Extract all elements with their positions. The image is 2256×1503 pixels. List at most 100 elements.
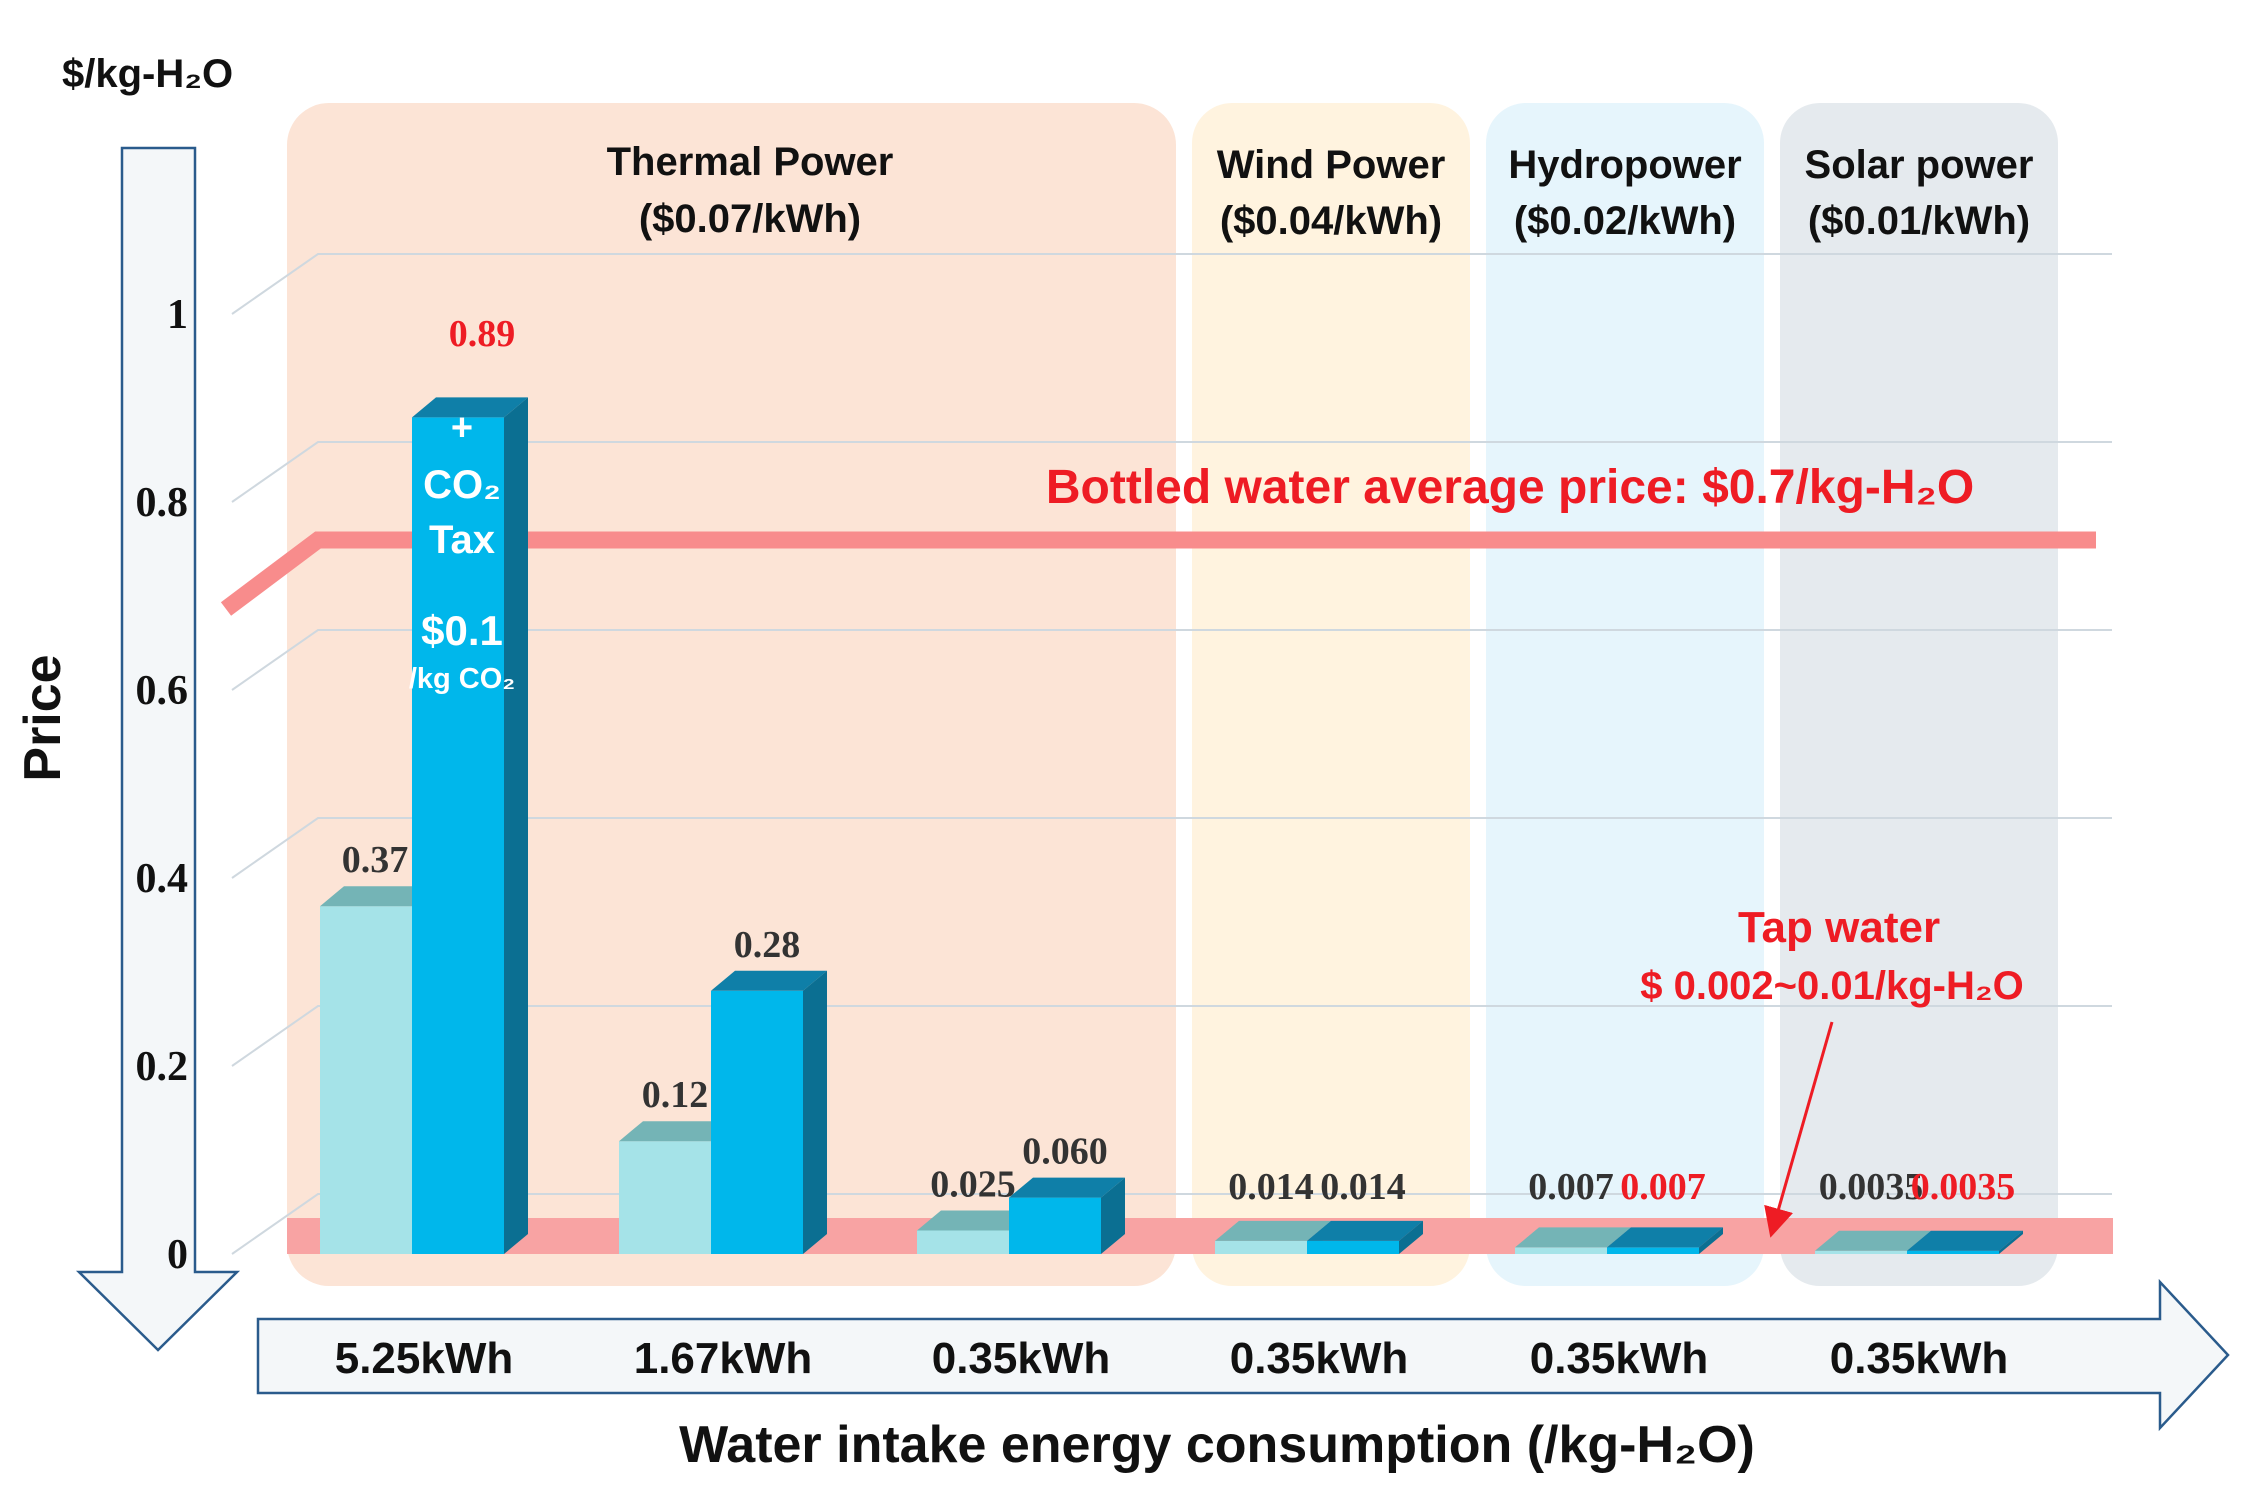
category-label: 5.25kWh <box>335 1334 514 1383</box>
bar-co2tax-2-top <box>1009 1177 1125 1198</box>
co2-tax-co2: CO₂ <box>423 463 501 507</box>
gridline <box>231 1193 2112 1255</box>
data-label-co2tax: 0.060 <box>1022 1131 1108 1173</box>
bar-co2tax-2-front <box>1009 1197 1101 1254</box>
bar-energy-2-top <box>917 1210 1033 1231</box>
bar-co2tax-0-front <box>412 417 504 1254</box>
bottled-water-label: Bottled water average price: $0.7/kg-H₂O <box>1046 461 1974 514</box>
bar-co2tax-3-top <box>1307 1220 1423 1241</box>
bar-co2tax-0-top <box>412 397 528 418</box>
bar-energy-5-front <box>1815 1250 1907 1254</box>
y-tick-label: 1 <box>167 292 188 338</box>
bottled-water-band <box>220 531 2096 616</box>
gridline <box>231 1005 2112 1067</box>
grid-lines <box>231 253 2112 1255</box>
bar-co2tax-3-side <box>1399 1220 1423 1254</box>
data-label-energy: 0.0035 <box>1819 1166 1924 1208</box>
data-label-energy: 0.12 <box>642 1074 709 1116</box>
group-titles: Thermal Power ($0.07/kWh) Wind Power ($0… <box>607 140 2034 243</box>
y-tick-label: 0.2 <box>136 1044 189 1090</box>
wind-price: ($0.04/kWh) <box>1220 199 1442 243</box>
solar-title: Solar power <box>1805 143 2034 187</box>
bar-co2tax-1-top <box>711 970 827 991</box>
wind-panel <box>1192 103 1470 1286</box>
bar-co2tax-2 <box>1009 1177 1125 1254</box>
bar-co2tax-5-top <box>1907 1230 2023 1251</box>
category-label: 0.35kWh <box>1230 1334 1409 1383</box>
y-tick-labels: 0 0.2 0.4 0.6 0.8 1 <box>136 292 189 1278</box>
hydro-price: ($0.02/kWh) <box>1514 199 1736 243</box>
group-panels <box>287 103 2058 1286</box>
y-tick-label: 0.6 <box>136 668 189 714</box>
category-label: 0.35kWh <box>1530 1334 1709 1383</box>
x-axis-arrow <box>256 1278 2230 1432</box>
co2-tax-plus: + <box>451 407 473 449</box>
bar-energy-2 <box>917 1210 1033 1254</box>
data-label-co2tax: 0.0035 <box>1911 1166 2016 1208</box>
bar-co2tax-1-front <box>711 990 803 1254</box>
tap-water-range: $ 0.002~0.01/kg-H₂O <box>1640 964 2024 1008</box>
bar-energy-2-front <box>917 1230 1009 1254</box>
tap-water-band-group <box>287 1218 2113 1254</box>
data-label-energy: 0.37 <box>342 839 409 881</box>
data-label-co2tax: 0.89 <box>449 313 516 355</box>
solar-panel <box>1780 103 2058 1286</box>
gridline <box>231 441 2112 503</box>
bar-co2tax-0 <box>412 397 528 1254</box>
bar-co2tax-4-front <box>1607 1247 1699 1254</box>
co2-tax-tax: Tax <box>429 518 495 562</box>
bar-co2tax-5-side <box>1999 1230 2023 1254</box>
thermal-price: ($0.07/kWh) <box>639 197 861 241</box>
y-axis-arrow <box>75 146 241 1352</box>
bar-co2tax-2-side <box>1101 1177 1125 1254</box>
bar-energy-4-front <box>1515 1247 1607 1254</box>
co2-tax-unit: /kg CO₂ <box>409 663 515 695</box>
category-label: 0.35kWh <box>932 1334 1111 1383</box>
co2-tax-note: + CO₂ Tax $0.1 /kg CO₂ <box>409 407 515 695</box>
data-label-energy: 0.014 <box>1228 1166 1314 1208</box>
tap-water-arrow <box>1764 1021 1834 1238</box>
x-axis-title: Water intake energy consumption (/kg-H₂O… <box>679 1416 1755 1474</box>
bar-co2tax-0-side <box>504 397 528 1254</box>
co2-tax-amount: $0.1 <box>421 607 503 654</box>
bar-co2tax-1 <box>711 970 827 1254</box>
data-label-energy: 0.007 <box>1528 1166 1614 1208</box>
y-axis-title: Price <box>14 654 72 781</box>
tap-water-annotation: Tap water $ 0.002~0.01/kg-H₂O <box>1640 903 2024 1238</box>
tap-water-band <box>287 1218 2113 1254</box>
bar-energy-4-top <box>1515 1227 1631 1248</box>
bar-energy-3-front <box>1215 1240 1307 1254</box>
bar-energy-5-top <box>1815 1230 1931 1251</box>
bars <box>320 397 2023 1254</box>
hydro-panel <box>1486 103 1764 1286</box>
solar-price: ($0.01/kWh) <box>1808 199 2030 243</box>
data-label-co2tax: 0.007 <box>1620 1166 1706 1208</box>
data-label-co2tax: 0.014 <box>1320 1166 1406 1208</box>
gridline <box>231 817 2112 879</box>
bar-co2tax-3 <box>1307 1220 1423 1254</box>
bar-co2tax-3-front <box>1307 1240 1399 1254</box>
bar-energy-3-top <box>1215 1220 1331 1241</box>
y-tick-label: 0 <box>167 1232 188 1278</box>
bar-co2tax-4 <box>1607 1227 1723 1254</box>
y-tick-label: 0.4 <box>136 856 189 902</box>
y-unit-label: $/kg-H₂O <box>62 52 233 96</box>
bar-co2tax-1-side <box>803 970 827 1254</box>
hydro-title: Hydropower <box>1508 143 1741 187</box>
bar-co2tax-5-front <box>1907 1250 1999 1254</box>
category-label: 0.35kWh <box>1830 1334 2009 1383</box>
bar-co2tax-4-top <box>1607 1227 1723 1248</box>
bar-co2tax-4-side <box>1699 1227 1723 1254</box>
category-labels: 5.25kWh 1.67kWh 0.35kWh 0.35kWh 0.35kWh 0.35k… <box>335 1334 2009 1383</box>
bar-energy-1-front <box>619 1141 711 1254</box>
bottled-water-line: Bottled water average price: $0.7/kg-H₂O <box>220 461 2096 616</box>
y-tick-label: 0.8 <box>136 480 189 526</box>
gridline <box>231 253 2112 315</box>
gridline <box>231 629 2112 691</box>
category-label: 1.67kWh <box>634 1334 813 1383</box>
data-label-co2tax: 0.28 <box>734 924 801 966</box>
tap-water-title: Tap water <box>1738 903 1940 952</box>
wind-title: Wind Power <box>1217 143 1446 187</box>
